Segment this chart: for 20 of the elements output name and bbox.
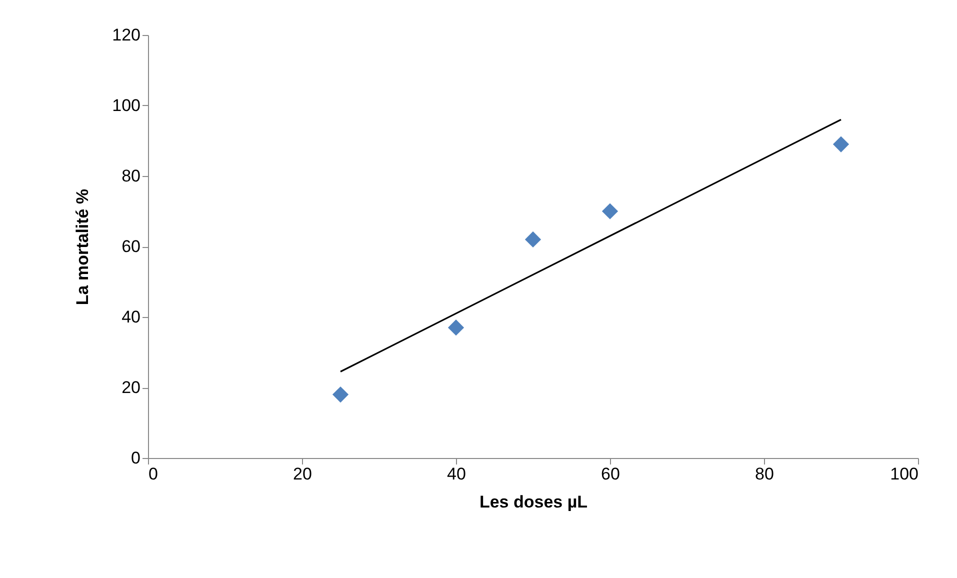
x-tick-label: 40 [447, 464, 466, 484]
y-tick-label: 100 [112, 96, 140, 115]
point [332, 386, 349, 403]
y-tick-label: 80 [122, 166, 140, 186]
y-tick-label: 40 [122, 308, 140, 326]
point [832, 136, 850, 152]
x-tick-label: 20 [293, 464, 312, 484]
y-tick-label: 60 [122, 237, 140, 256]
y-tick-label: 120 [112, 26, 140, 44]
x-tick-label: 100 [890, 464, 918, 484]
x-tick-label: 80 [755, 464, 774, 484]
x-tick-label: 0 [148, 464, 158, 484]
point [448, 320, 464, 336]
point [524, 231, 542, 248]
y-tick-label: 20 [122, 378, 140, 397]
point [602, 203, 618, 220]
y-tick-label: 0 [131, 448, 140, 468]
x-tick-label: 60 [601, 464, 620, 484]
y-axis-title: La mortalité % [73, 188, 92, 306]
x-axis-title: Les doses µL [479, 492, 588, 512]
